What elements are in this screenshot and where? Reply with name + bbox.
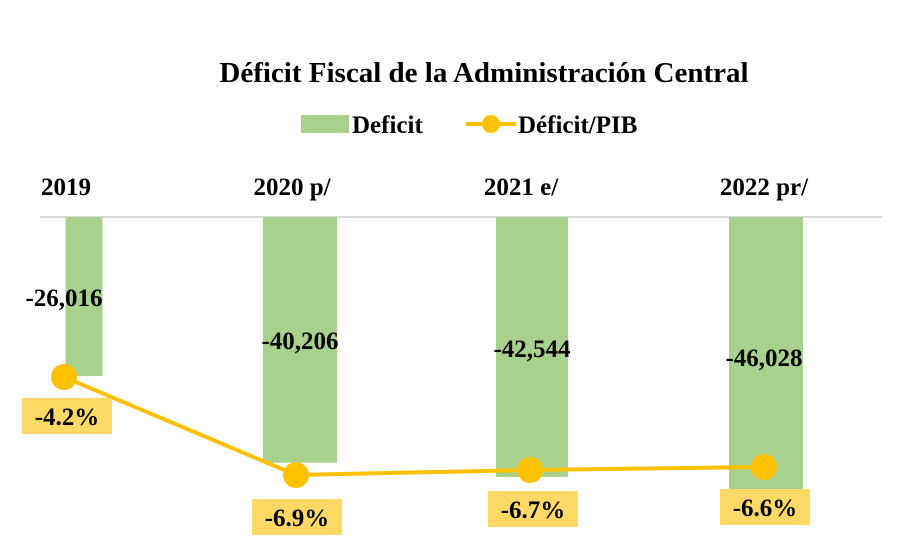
deficit-bar: [263, 217, 337, 463]
category-label: 2021 e/: [484, 174, 559, 201]
deficit-pib-label: -4.2%: [35, 404, 100, 431]
deficit-pib-label: -6.7%: [501, 497, 566, 524]
deficit-pib-line: [63, 375, 765, 478]
legend: Deficit Déficit/PIB: [301, 112, 637, 139]
deficit-pib-label-box: [720, 489, 810, 525]
deficit-bar-label: -26,016: [25, 285, 102, 312]
deficit-bar-label: -42,544: [493, 336, 571, 363]
deficit-pib-label: -6.6%: [733, 495, 798, 522]
bars: [65, 217, 803, 499]
category-label: 2020 p/: [253, 174, 331, 201]
category-label: 2019: [41, 174, 91, 201]
deficit-pib-marker: [517, 457, 543, 483]
legend-label-deficit: Deficit: [352, 112, 423, 139]
deficit-bar: [496, 217, 568, 478]
category-label: 2022 pr/: [720, 174, 809, 201]
category-labels: 2019 2020 p/2021 e/2022 pr/: [41, 174, 809, 201]
deficit-bar-label: -46,028: [725, 345, 802, 372]
legend-label-deficit-pib: Déficit/PIB: [518, 112, 637, 139]
deficit-bar-label: -40,206: [261, 328, 338, 355]
deficit-pib-marker: [751, 454, 777, 480]
deficit-bar: [729, 217, 803, 499]
deficit-pib-marker: [283, 462, 309, 488]
legend-marker-deficit-pib: [482, 115, 500, 133]
deficit-pib-marker: [51, 364, 77, 390]
deficit-pib-labels: -4.2% -6.9% -6.7% -6.6%: [22, 398, 810, 535]
bar-value-labels: -26,016 -40,206 -42,544 -46,028: [25, 285, 802, 372]
deficit-pib-markers: [51, 364, 777, 488]
legend-swatch-deficit: [301, 115, 349, 133]
deficit-pib-label-box: [252, 499, 342, 535]
deficit-pib-label-box: [488, 491, 578, 527]
deficit-bar: [65, 217, 103, 376]
deficit-pib-label: -6.9%: [265, 505, 330, 532]
deficit-pib-label-box: [22, 398, 112, 434]
chart-title: Déficit Fiscal de la Administración Cent…: [219, 57, 748, 89]
